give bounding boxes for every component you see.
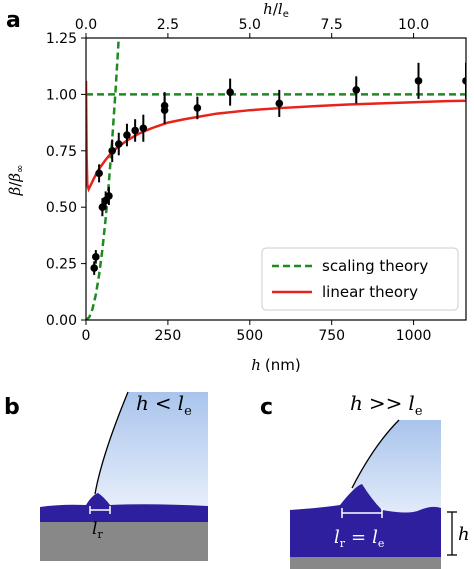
data-point — [95, 169, 103, 178]
substrate-b — [40, 521, 208, 561]
data-point — [123, 131, 131, 139]
top-x-tick-label: 2.5 — [157, 17, 179, 33]
film-c — [290, 484, 441, 557]
plot-frame — [85, 37, 467, 321]
data-point — [114, 140, 123, 148]
y-tick-label: 1.25 — [46, 31, 77, 47]
data-point — [92, 253, 100, 261]
axis-ticks: 0 250 500 750 1000 0.00 0.25 0.50 0.75 1.00 1.250.… — [46, 17, 432, 344]
data-point — [105, 192, 113, 200]
data-point — [90, 264, 98, 272]
top-x-tick-label: 10.0 — [398, 17, 429, 33]
schematic-b: lr h < le — [40, 391, 208, 561]
liquid-c — [352, 420, 441, 520]
chart-a: 0 250 500 750 1000 0.00 0.25 0.50 0.75 1.00 1.250.… — [6, 0, 467, 374]
top-x-tick-label: 7.5 — [321, 17, 343, 33]
y-axis-label: β/β∞ — [6, 165, 26, 197]
y-tick-label: 0.75 — [46, 144, 77, 160]
x-tick-label: 0 — [82, 328, 91, 344]
svg-text:β/β∞: β/β∞ — [6, 165, 26, 197]
height-bracket-c — [447, 511, 457, 556]
x-axis-label-symbol: h — [251, 356, 261, 374]
data-point — [275, 99, 284, 108]
top-x-tick-label: 5.0 — [239, 17, 261, 33]
schematic-c: lr = le h h >> le — [290, 391, 470, 569]
interface-line-b — [94, 391, 129, 495]
y-tick-label: 0.00 — [46, 313, 77, 329]
data-point — [139, 124, 148, 133]
legend-label-linear: linear theory — [322, 283, 418, 301]
panel-label-b: b — [4, 395, 20, 420]
legend-box — [261, 247, 459, 311]
data-point — [131, 126, 139, 135]
data-point — [462, 77, 466, 85]
x-tick-label: 1000 — [396, 328, 432, 344]
y-tick-label: 1.00 — [46, 87, 77, 103]
svg-text:h/le: h/le — [263, 0, 289, 20]
substrate-c — [290, 556, 441, 569]
data-point — [193, 104, 202, 112]
relation-c: h >> le — [350, 391, 423, 419]
panel-label-c: c — [260, 395, 273, 420]
x-tick-label: 250 — [155, 328, 182, 344]
data-point — [108, 147, 117, 155]
panel-label-a: a — [6, 8, 21, 33]
top-x-axis-label: h/le — [263, 0, 289, 20]
data-point — [98, 203, 107, 211]
series-line-scaling-rise — [86, 38, 121, 320]
x-axis-label: h (nm) — [251, 356, 301, 374]
y-tick-label: 0.25 — [46, 257, 77, 273]
liquid-b — [95, 392, 208, 506]
width-label-c: lr = le — [334, 527, 384, 550]
svg-text:h(nm): h (nm) — [251, 356, 301, 374]
top-x-tick-label: 0.0 — [75, 17, 97, 33]
data-points — [90, 62, 466, 275]
x-tick-label: 750 — [318, 328, 345, 344]
data-point — [226, 88, 234, 96]
data-point — [414, 77, 423, 85]
x-axis-label-unit: (nm) — [265, 356, 301, 374]
y-tick-label: 0.50 — [46, 200, 77, 216]
x-tick-label: 500 — [236, 328, 263, 344]
width-label-b: lr — [92, 519, 103, 541]
legend-label-scaling: scaling theory — [322, 257, 428, 275]
height-label-c: h — [458, 524, 470, 545]
relation-b: h < le — [136, 391, 192, 419]
legend: scaling theory linear theory — [261, 247, 459, 311]
film-b — [40, 493, 208, 522]
data-point — [160, 101, 169, 110]
data-point — [352, 86, 361, 94]
interface-line-c — [351, 419, 400, 489]
